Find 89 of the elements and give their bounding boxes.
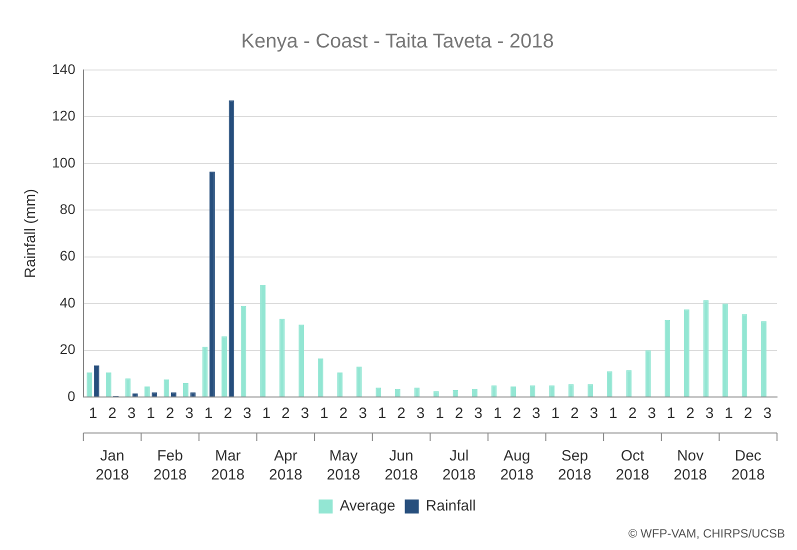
bar bbox=[183, 382, 188, 396]
x-tick-label: 2 bbox=[397, 405, 406, 422]
legend-label: Rainfall bbox=[426, 498, 476, 515]
bar bbox=[132, 393, 138, 396]
bar bbox=[356, 366, 362, 396]
x-tick-label: 1 bbox=[378, 405, 386, 422]
bar bbox=[761, 321, 766, 396]
x-tick-label: 2 bbox=[628, 405, 637, 422]
x-tick-label: 3 bbox=[242, 405, 252, 422]
bar bbox=[549, 385, 555, 396]
bar bbox=[86, 372, 92, 396]
bar bbox=[568, 384, 574, 396]
x-tick-label: 2 bbox=[686, 405, 694, 422]
bar bbox=[94, 365, 100, 396]
text: Jan 2018 bbox=[96, 448, 129, 484]
y-axis-title: Rainfall (mm) bbox=[22, 188, 40, 278]
x-tick-label: 1 bbox=[666, 405, 676, 422]
bar bbox=[210, 172, 215, 396]
x-tick-label: 1 bbox=[609, 405, 618, 422]
y-tick-label: 60 bbox=[60, 248, 76, 264]
x-tick-label: 3 bbox=[705, 405, 714, 422]
x-tick-label: 2 bbox=[512, 405, 522, 422]
bar bbox=[626, 370, 632, 396]
x-tick-label: 1 bbox=[320, 405, 328, 422]
x-tick-label: 3 bbox=[474, 405, 483, 422]
x-tick-label: 2 bbox=[339, 405, 348, 422]
text: Dec 2018 bbox=[731, 448, 765, 484]
x-tick-label: 2 bbox=[454, 405, 464, 422]
y-tick-label: 20 bbox=[60, 341, 76, 358]
bar bbox=[664, 320, 670, 396]
text: May 2018 bbox=[326, 448, 360, 484]
x-tick-label: 1 bbox=[493, 405, 502, 422]
x-tick-label: 2 bbox=[224, 405, 232, 422]
x-tick-label: 3 bbox=[185, 405, 194, 422]
y-tick-label: 0 bbox=[68, 388, 76, 404]
x-tick-label: 3 bbox=[590, 405, 598, 422]
x-tick-label: 3 bbox=[416, 405, 425, 422]
y-tick-label: 80 bbox=[60, 201, 76, 217]
bar bbox=[510, 386, 516, 396]
text: Jun 2018 bbox=[384, 448, 418, 484]
x-tick-label: 2 bbox=[570, 405, 579, 422]
x-tick-label: 3 bbox=[300, 405, 310, 422]
chart-title: Kenya - Coast - Taita Taveta - 2018 bbox=[241, 30, 554, 53]
bar bbox=[144, 386, 150, 396]
x-tick-label: 1 bbox=[436, 405, 444, 422]
x-tick-label: 3 bbox=[358, 405, 367, 422]
x-tick-label: 1 bbox=[551, 405, 560, 422]
text: Sep 2018 bbox=[558, 448, 592, 484]
text: Aug 2018 bbox=[500, 448, 534, 484]
bar bbox=[222, 336, 227, 396]
x-tick-label: 3 bbox=[127, 405, 136, 422]
x-tick-label: 1 bbox=[724, 405, 733, 422]
bar bbox=[606, 371, 612, 396]
x-tick-label: 1 bbox=[204, 405, 213, 422]
x-tick-label: 3 bbox=[763, 405, 772, 422]
text: Apr 2018 bbox=[268, 448, 302, 484]
bar bbox=[645, 350, 651, 396]
x-tick-label: 2 bbox=[108, 405, 116, 422]
bar bbox=[125, 378, 131, 396]
y-tick-label: 140 bbox=[52, 60, 76, 77]
x-tick-label: 3 bbox=[648, 405, 656, 422]
bar bbox=[279, 318, 285, 396]
text: Oct 2018 bbox=[616, 448, 650, 484]
bar bbox=[106, 372, 112, 396]
text: Feb 2018 bbox=[153, 448, 187, 484]
x-tick-label: 2 bbox=[166, 405, 174, 422]
bar bbox=[260, 284, 266, 396]
text: Jul 2018 bbox=[442, 448, 476, 484]
bar bbox=[164, 379, 170, 396]
text: Mar 2018 bbox=[211, 448, 245, 484]
bar bbox=[588, 384, 594, 396]
bar bbox=[337, 372, 343, 396]
bar bbox=[703, 300, 709, 396]
x-tick-label: 2 bbox=[282, 405, 290, 422]
x-tick-label: 3 bbox=[532, 405, 540, 422]
y-tick-label: 100 bbox=[52, 154, 76, 170]
x-tick-label: 1 bbox=[146, 405, 155, 422]
bar bbox=[318, 358, 324, 396]
text: Nov 2018 bbox=[674, 448, 707, 484]
bar bbox=[298, 324, 304, 396]
legend-label: Average bbox=[340, 498, 396, 515]
y-tick-label: 40 bbox=[60, 294, 76, 310]
x-tick-label: 1 bbox=[262, 405, 271, 422]
bar bbox=[684, 309, 690, 396]
bar bbox=[722, 304, 728, 396]
text: © WFP-VAM, CHIRPS/UCSB bbox=[628, 526, 785, 540]
y-tick-label: 120 bbox=[52, 108, 76, 124]
x-tick-label: 1 bbox=[88, 405, 98, 422]
x-tick-label: 2 bbox=[744, 405, 752, 422]
